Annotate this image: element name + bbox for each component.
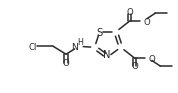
Text: O: O xyxy=(126,8,133,17)
Text: O: O xyxy=(131,62,138,71)
Text: O: O xyxy=(144,18,151,27)
Text: O: O xyxy=(63,58,69,68)
Text: Cl: Cl xyxy=(28,43,36,52)
Text: N: N xyxy=(71,43,78,52)
Text: N: N xyxy=(103,50,111,60)
Text: S: S xyxy=(96,28,103,38)
Text: O: O xyxy=(149,55,156,64)
Text: H: H xyxy=(77,38,83,47)
